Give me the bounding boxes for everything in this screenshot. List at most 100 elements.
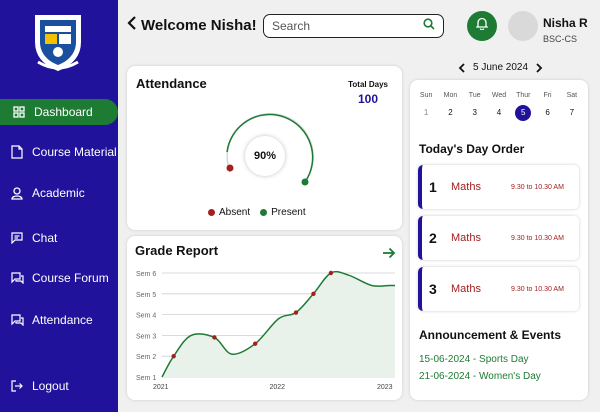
period-time: 9.30 to 10.30 AM bbox=[511, 183, 564, 191]
x-tick-label: 2022 bbox=[270, 384, 286, 391]
day-name: Sat bbox=[566, 92, 578, 99]
x-tick-label: 2023 bbox=[377, 384, 393, 391]
present-dot-icon bbox=[260, 209, 268, 216]
data-point bbox=[293, 310, 299, 315]
period-time: 9.30 to 10.30 AM bbox=[511, 285, 564, 293]
grade-chart: Sem 1 Sem 2 Sem 3 Sem 4 Sem 5 Sem 6 2021 2022 20… bbox=[136, 270, 395, 391]
logout-label: Logout bbox=[32, 379, 69, 393]
period-row[interactable]: 3 Maths 9.30 to 10.30 AM bbox=[418, 267, 579, 311]
calendar-month: 5 June 2024 bbox=[473, 62, 529, 73]
chat-icon bbox=[10, 231, 24, 245]
sidebar-item-label: Course Material bbox=[32, 145, 117, 159]
period-time: 9.30 to 10.30 AM bbox=[511, 234, 564, 242]
data-point bbox=[311, 291, 316, 296]
calendar-date[interactable]: 3 bbox=[472, 108, 477, 117]
logout-icon bbox=[10, 379, 24, 393]
selected-date-label: 5 bbox=[515, 105, 532, 121]
calendar-header: 5 June 2024 bbox=[458, 62, 543, 73]
sidebar: Dashboard Course Material Academic Chat … bbox=[0, 0, 118, 412]
document-icon bbox=[10, 145, 24, 159]
page-header: Welcome Nisha! bbox=[127, 16, 257, 34]
day-name: Fri bbox=[543, 92, 552, 99]
avatar[interactable] bbox=[508, 11, 538, 41]
calendar-day-names: Sun Mon Tue Wed Thur Fri Sat bbox=[414, 92, 584, 99]
event-item[interactable]: 21-06-2024 - Women's Day bbox=[419, 371, 541, 382]
legend-absent: Absent bbox=[208, 207, 250, 218]
sidebar-item-label: Attendance bbox=[32, 313, 93, 327]
announcements-title: Announcement & Events bbox=[419, 328, 562, 342]
total-days-value: 100 bbox=[357, 92, 378, 106]
day-name: Sun bbox=[419, 92, 433, 99]
calendar-date[interactable]: 4 bbox=[496, 108, 502, 117]
search-input[interactable] bbox=[272, 19, 423, 33]
calendar-date-selected[interactable]: 5 bbox=[511, 105, 535, 121]
sidebar-item-attendance[interactable]: Attendance bbox=[0, 307, 118, 333]
data-point bbox=[212, 335, 217, 340]
bell-icon bbox=[475, 17, 489, 35]
search-icon[interactable] bbox=[423, 17, 435, 35]
sidebar-item-course-material[interactable]: Course Material bbox=[0, 139, 118, 165]
legend-absent-label: Absent bbox=[219, 207, 251, 218]
period-number: 2 bbox=[429, 230, 437, 246]
day-name: Wed bbox=[491, 92, 507, 99]
sidebar-item-dashboard[interactable]: Dashboard bbox=[0, 99, 118, 125]
grade-report-title: Grade Report bbox=[135, 243, 219, 258]
sidebar-item-chat[interactable]: Chat bbox=[0, 225, 118, 251]
period-subject: Maths bbox=[451, 232, 481, 244]
next-month-chevron-icon[interactable] bbox=[536, 62, 543, 73]
notification-button[interactable] bbox=[467, 11, 497, 41]
absent-dot-icon bbox=[208, 209, 215, 216]
sidebar-item-academic[interactable]: Academic bbox=[0, 180, 118, 206]
period-row[interactable]: 2 Maths 9.30 to 10.30 AM bbox=[418, 216, 579, 260]
user-course: BSC-CS bbox=[543, 34, 578, 44]
sidebar-item-label: Chat bbox=[32, 231, 58, 245]
sidebar-item-label: Course Forum bbox=[32, 271, 109, 285]
event-item[interactable]: 15-06-2024 - Sports Day bbox=[419, 354, 529, 365]
absent-marker bbox=[226, 164, 234, 172]
y-tick-label: Sem 5 bbox=[136, 292, 156, 299]
period-row[interactable]: 1 Maths 9.30 to 10.30 AM bbox=[418, 165, 579, 209]
arrow-right-icon[interactable] bbox=[382, 246, 396, 264]
period-number: 1 bbox=[429, 179, 437, 195]
page-title: Welcome Nisha! bbox=[141, 16, 257, 34]
logout-button[interactable]: Logout bbox=[0, 373, 118, 399]
sidebar-item-label: Academic bbox=[32, 186, 85, 200]
period-number: 3 bbox=[429, 281, 437, 297]
search-bar bbox=[263, 14, 444, 38]
total-days-label: Total Days bbox=[348, 80, 388, 89]
attendance-icon bbox=[10, 313, 24, 327]
attendance-gauge bbox=[226, 113, 314, 186]
attendance-percent: 90% bbox=[245, 136, 285, 176]
data-point bbox=[253, 341, 258, 346]
y-tick-label: Sem 3 bbox=[136, 333, 156, 340]
day-name: Tue bbox=[468, 92, 481, 99]
area-fill bbox=[162, 271, 395, 377]
period-subject: Maths bbox=[451, 181, 481, 193]
prev-month-chevron-icon[interactable] bbox=[458, 62, 465, 73]
calendar-date[interactable]: 6 bbox=[545, 108, 550, 117]
sidebar-item-label: Dashboard bbox=[34, 105, 93, 119]
back-chevron-icon[interactable] bbox=[127, 16, 137, 34]
data-point bbox=[328, 270, 334, 276]
calendar-date[interactable]: 2 bbox=[448, 108, 453, 117]
legend-present: Present bbox=[260, 207, 306, 218]
college-logo bbox=[32, 12, 84, 72]
attendance-legend: Absent Present bbox=[208, 207, 316, 218]
y-tick-label: Sem 2 bbox=[136, 354, 156, 361]
calendar-date[interactable]: 7 bbox=[569, 108, 575, 117]
person-icon bbox=[10, 186, 24, 200]
y-tick-label: Sem 4 bbox=[136, 313, 156, 320]
y-tick-label: Sem 1 bbox=[136, 375, 156, 382]
day-order-title: Today's Day Order bbox=[419, 142, 525, 156]
data-point bbox=[171, 354, 176, 359]
attendance-title: Attendance bbox=[136, 76, 207, 91]
day-name: Thur bbox=[516, 92, 531, 99]
present-marker bbox=[301, 178, 309, 186]
calendar-date[interactable]: 1 bbox=[423, 108, 429, 117]
user-name: Nisha R bbox=[543, 16, 588, 30]
grid-icon bbox=[12, 105, 26, 119]
x-tick-label: 2021 bbox=[153, 384, 169, 391]
sidebar-item-course-forum[interactable]: Course Forum bbox=[0, 265, 118, 291]
calendar-dates: 1 2 3 4 5 6 7 bbox=[414, 105, 584, 121]
y-tick-label: Sem 6 bbox=[136, 271, 156, 278]
